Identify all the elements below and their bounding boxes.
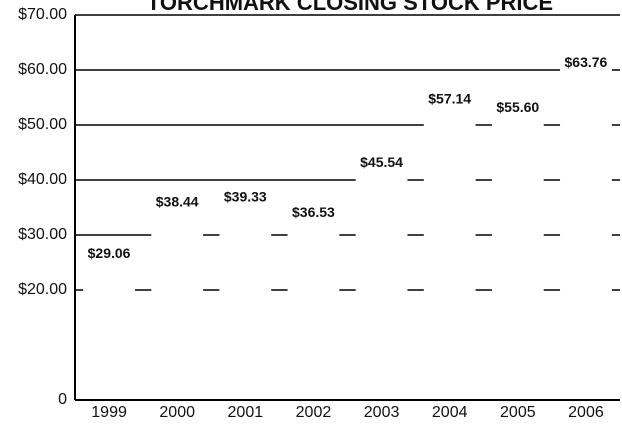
- x-tick-label: 2006: [568, 404, 604, 421]
- y-tick-label: 0: [58, 391, 67, 408]
- value-label: $63.76: [565, 54, 608, 70]
- x-tick-label: 2000: [159, 404, 195, 421]
- chart-title: TORCHMARK CLOSING STOCK PRICE: [147, 0, 553, 15]
- value-label: $29.06: [88, 245, 131, 261]
- x-tick-label: 1999: [91, 404, 127, 421]
- bar: [491, 94, 544, 400]
- value-label: $57.14: [428, 90, 471, 106]
- bar: [83, 240, 135, 400]
- x-tick-label: 2005: [500, 404, 536, 421]
- y-tick-label: $40.00: [18, 171, 67, 188]
- y-tick-label: $70.00: [18, 6, 67, 23]
- x-tick-label: 2003: [364, 404, 400, 421]
- value-label: $45.54: [360, 154, 403, 170]
- x-tick-label: 2002: [296, 404, 332, 421]
- y-tick-label: $50.00: [18, 116, 67, 133]
- bar: [287, 199, 340, 400]
- bar: [219, 183, 272, 400]
- y-tick-label: $60.00: [18, 61, 67, 78]
- value-label: $36.53: [292, 204, 335, 220]
- x-tick-label: 2001: [228, 404, 264, 421]
- bar: [423, 85, 476, 400]
- bar: [355, 149, 408, 400]
- x-tick-label: 2004: [432, 404, 468, 421]
- y-tick-label: $20.00: [18, 281, 67, 298]
- value-label: $39.33: [224, 188, 267, 204]
- y-tick-label: $30.00: [18, 226, 67, 243]
- value-label: $38.44: [156, 193, 199, 209]
- bar: [560, 49, 612, 400]
- bar: [151, 188, 204, 400]
- value-label: $55.60: [496, 99, 539, 115]
